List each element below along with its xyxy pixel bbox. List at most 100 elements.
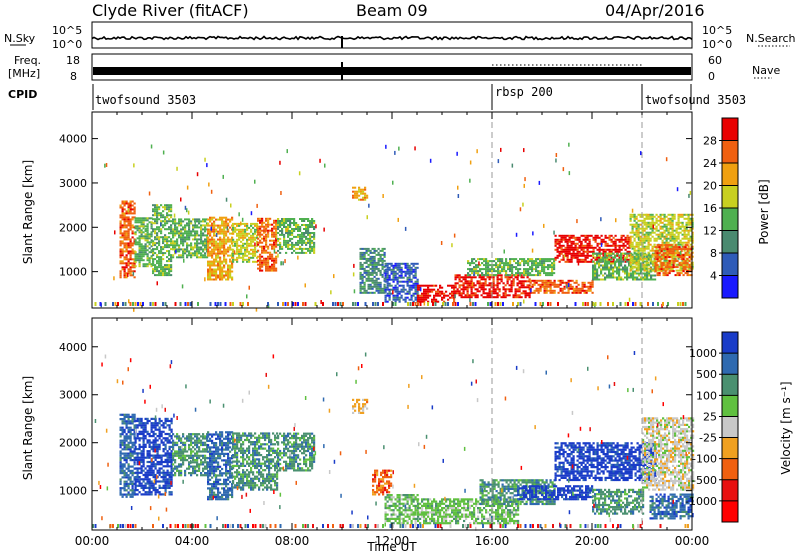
echo-cell [211,256,214,259]
noise-cell [352,272,355,277]
echo-cell [677,227,680,230]
echo-cell [523,264,526,267]
echo-cell [577,283,580,286]
echo-cell [547,260,550,263]
echo-cell [618,246,621,249]
echo-cell [473,266,476,269]
echo-cell [412,284,415,287]
echo-cell [373,265,376,268]
echo-cell [596,244,599,247]
echo-cell [244,234,247,237]
echo-cell [674,274,677,277]
echo-cell [265,245,268,248]
echo-cell [184,238,187,241]
echo-cell [614,250,617,253]
echo-cell [654,246,657,249]
echo-cell [641,225,644,228]
echo-cell [414,270,417,273]
echo-cell [196,220,199,223]
strip-cell [314,302,317,306]
echo-cell [642,278,645,281]
echo-cell [671,235,674,238]
echo-cell [637,257,640,260]
echo-cell [485,264,488,267]
echo-cell [404,262,407,265]
echo-cell [352,194,355,197]
echo-cell [489,274,492,277]
echo-cell [553,289,556,292]
echo-cell [254,224,257,227]
echo-cell [606,276,609,279]
echo-cell [412,282,415,285]
echo-cell [637,213,640,216]
echo-cell [231,276,234,279]
echo-cell [313,220,316,222]
echo-cell [232,250,235,253]
echo-cell [636,266,639,269]
echo-cell [196,218,199,221]
echo-cell [156,228,159,231]
freq-unit-label: [MHz] [8,67,40,80]
echo-cell [657,223,660,226]
echo-cell [618,264,621,267]
echo-cell [363,255,366,258]
echo-cell [622,258,625,261]
echo-cell [279,237,282,240]
echo-cell [396,286,399,289]
echo-cell [250,256,253,259]
echo-cell [156,212,159,215]
echo-cell [119,482,122,485]
echo-cell [535,281,538,284]
echo-cell [221,220,224,223]
echo-cell [311,245,314,248]
echo-cell [392,270,395,273]
echo-cell [267,235,270,238]
noise-cell [284,259,286,264]
echo-cell [127,272,130,275]
echo-cell [271,229,274,232]
echo-cell [598,250,601,253]
echo-cell [363,291,366,294]
strip-cell [124,302,127,306]
echo-cell [633,255,636,258]
echo-cell [683,241,686,244]
echo-cell [207,236,210,239]
echo-cell [180,218,183,221]
echo-region [152,204,173,277]
echo-cell [610,260,613,263]
noise-cell [215,233,218,237]
echo-cell [186,248,189,251]
strip-cell [114,302,117,306]
noise-cell [454,294,456,299]
echo-cell [254,246,257,249]
echo-cell [252,260,255,263]
echo-cell [504,294,507,297]
echo-cell [658,260,661,263]
echo-cell [554,248,557,251]
echo-cell [628,276,631,279]
echo-cell [629,243,632,246]
echo-cell [576,258,579,261]
echo-cell [213,240,216,243]
strip-cell [452,302,454,306]
echo-cell [198,238,201,241]
echo-cell [581,289,584,292]
echo-cell [156,242,159,245]
echo-cell [687,267,690,270]
echo-cell [637,235,640,238]
echo-cell [386,288,389,291]
echo-cell [398,270,401,273]
echo-cell [217,268,220,271]
echo-cell [406,280,409,283]
echo-cell [192,234,195,237]
echo-cell [154,252,157,255]
echo-cell [543,285,546,288]
echo-cell [150,257,153,260]
echo-cell [497,260,500,263]
echo-cell [213,278,216,281]
echo-cell [168,258,171,261]
echo-cell [637,261,640,264]
echo-cell [494,296,497,299]
echo-cell [635,255,638,258]
echo-cell [651,227,654,230]
